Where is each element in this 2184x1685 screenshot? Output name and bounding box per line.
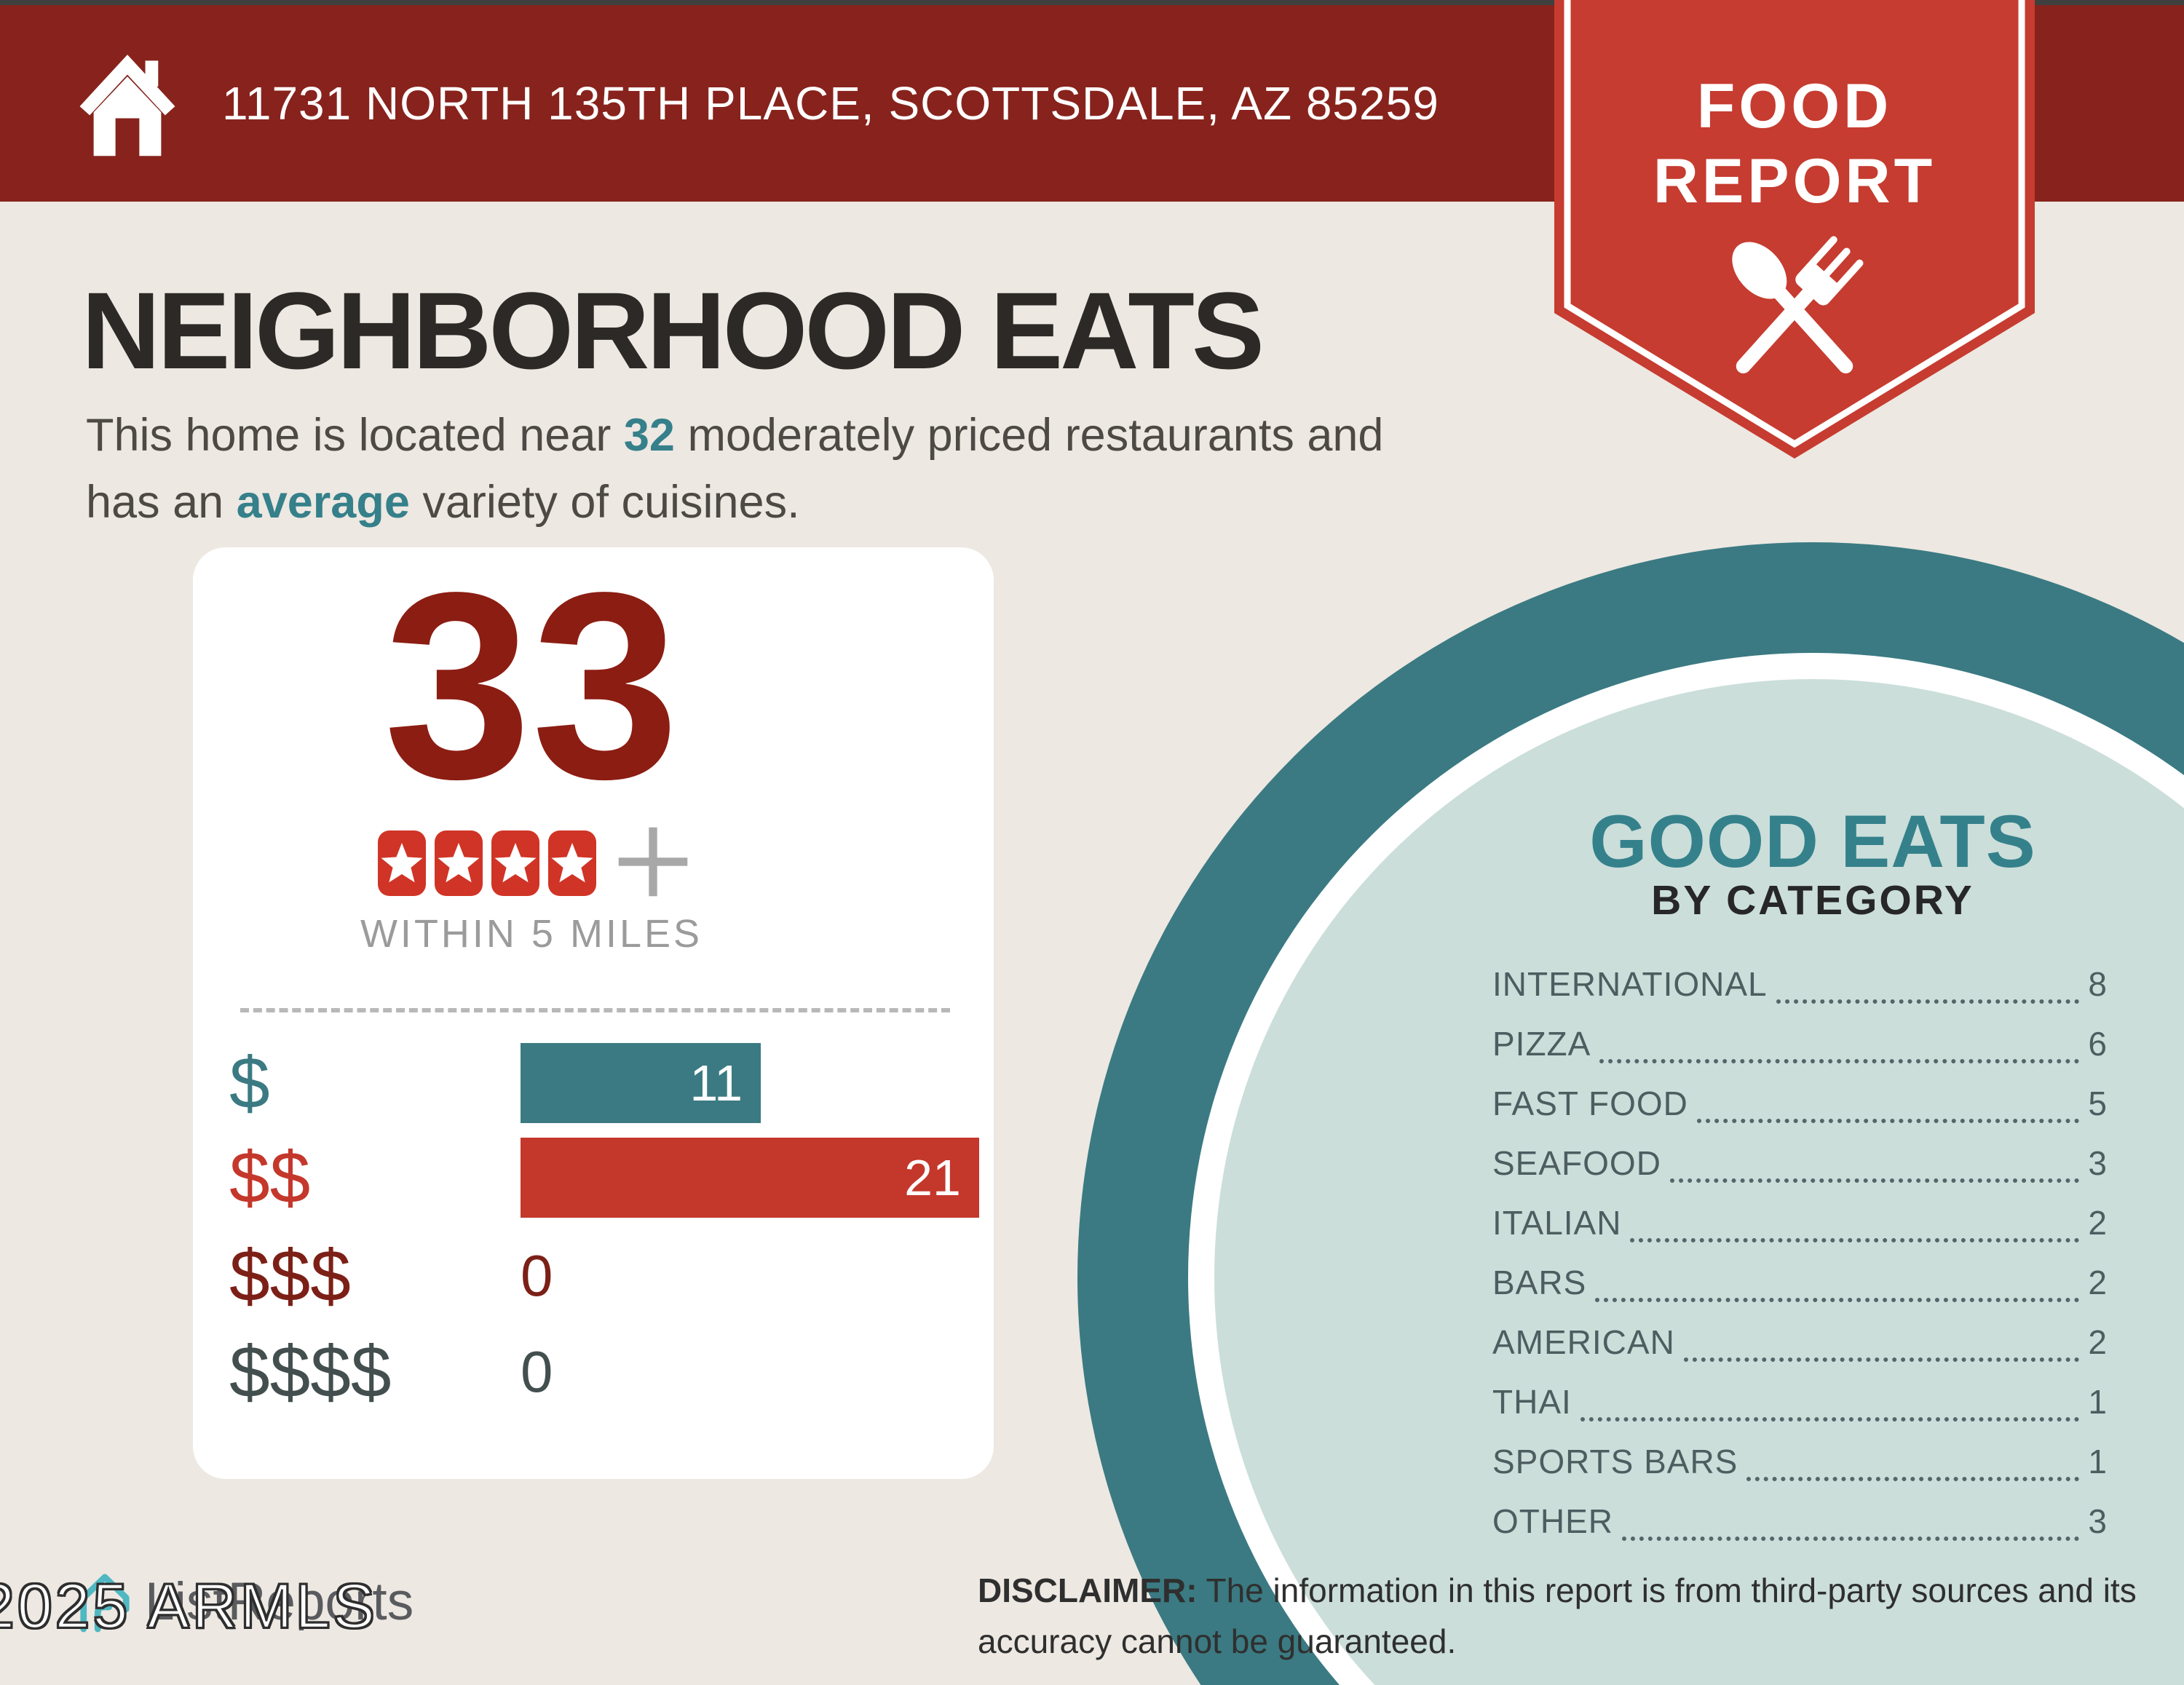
price-row-$$: $$ 21 xyxy=(229,1138,979,1218)
category-label: ITALIAN xyxy=(1492,1204,1622,1242)
variety-highlight: average xyxy=(236,477,410,528)
restaurant-count: 32 xyxy=(623,410,675,461)
category-label: BARS xyxy=(1492,1264,1587,1301)
category-count: 1 xyxy=(2088,1443,2108,1480)
category-row: INTERNATIONAL 8 xyxy=(1492,964,2108,1010)
listreports-logo: ListReports xyxy=(76,1565,414,1638)
category-row: AMERICAN 2 xyxy=(1492,1323,2108,1368)
category-row: BARS 2 xyxy=(1492,1263,2108,1308)
top-edge-strip xyxy=(0,0,2184,5)
category-count: 6 xyxy=(2088,1025,2108,1063)
price-level-label: $$$$ xyxy=(229,1331,392,1413)
good-eats-title: GOOD EATS xyxy=(1589,800,2036,883)
category-label: THAI xyxy=(1492,1383,1572,1421)
intro-paragraph: This home is located near 32 moderately … xyxy=(86,402,1383,536)
dotted-leader xyxy=(1622,1537,2080,1541)
disclaimer-line1: DISCLAIMER: The information in this repo… xyxy=(978,1571,2137,1609)
property-address: 11731 NORTH 135TH PLACE, SCOTTSDALE, AZ … xyxy=(222,77,1439,130)
food-report-ribbon: FOOD REPORT xyxy=(1554,0,2035,459)
category-count: 5 xyxy=(2088,1085,2108,1122)
category-label: PIZZA xyxy=(1492,1025,1591,1063)
category-label: FAST FOOD xyxy=(1492,1085,1688,1122)
summary-card xyxy=(193,547,994,1479)
listreports-wordmark: ListReports xyxy=(145,1571,414,1631)
price-bar: 21 xyxy=(521,1138,979,1218)
ribbon-title-line2: REPORT xyxy=(1653,146,1936,216)
intro-line1: This home is located near 32 moderately … xyxy=(86,410,1384,461)
radius-label: WITHIN 5 MILES xyxy=(360,912,703,956)
category-label: INTERNATIONAL xyxy=(1492,965,1768,1003)
listreports-house-icon xyxy=(80,1574,130,1633)
category-row: PIZZA 6 xyxy=(1492,1024,2108,1069)
price-bar-value: 21 xyxy=(904,1149,961,1206)
price-zero-value: 0 xyxy=(521,1339,553,1404)
price-row-$: $11 xyxy=(229,1043,979,1123)
dotted-leader xyxy=(1630,1238,2080,1242)
good-eats-subtitle: BY CATEGORY xyxy=(1651,877,1974,924)
category-count: 2 xyxy=(2088,1323,2108,1361)
category-row: ITALIAN 2 xyxy=(1492,1203,2108,1248)
plus-icon xyxy=(615,824,691,903)
dotted-leader xyxy=(1683,1357,2080,1362)
category-row: THAI 1 xyxy=(1492,1382,2108,1427)
category-count: 8 xyxy=(2088,965,2108,1003)
yelp-star-icon xyxy=(548,830,596,896)
category-row: SPORTS BARS 1 xyxy=(1492,1442,2108,1487)
home-icon xyxy=(79,55,175,156)
armls-watermark: 2025 ARMLS xyxy=(0,1571,378,1643)
category-count: 3 xyxy=(2088,1502,2108,1540)
yelp-star-icon xyxy=(491,830,539,896)
dotted-leader xyxy=(1696,1119,2080,1123)
category-row: FAST FOOD 5 xyxy=(1492,1084,2108,1129)
dotted-leader xyxy=(1580,1417,2080,1422)
price-bar: 11 xyxy=(521,1043,761,1123)
category-count: 2 xyxy=(2088,1264,2108,1301)
category-label: SPORTS BARS xyxy=(1492,1443,1738,1480)
dotted-leader xyxy=(1599,1059,2080,1063)
category-label: SEAFOOD xyxy=(1492,1144,1661,1182)
category-row: SEAFOOD 3 xyxy=(1492,1143,2108,1189)
price-level-label: $$ xyxy=(229,1137,311,1218)
yelp-star-icon xyxy=(378,830,426,896)
intro-line2: has an average variety of cuisines. xyxy=(86,477,800,528)
category-label: OTHER xyxy=(1492,1502,1613,1540)
category-row: OTHER 3 xyxy=(1492,1502,2108,1547)
category-count: 2 xyxy=(2088,1204,2108,1242)
ribbon-title-line1: FOOD xyxy=(1697,71,1892,141)
star-rating xyxy=(378,823,691,903)
ribbon-shape xyxy=(1554,0,2035,459)
dotted-leader xyxy=(1776,999,2080,1004)
ribbon-inner-border xyxy=(1564,0,2025,448)
price-bar-value: 11 xyxy=(689,1055,743,1111)
price-row-$$$$: $$$$ 0 xyxy=(229,1332,979,1412)
category-count: 3 xyxy=(2088,1144,2108,1182)
page-title: NEIGHBORHOOD EATS xyxy=(82,269,1265,392)
disclaimer-line2: accuracy cannot be guaranteed. xyxy=(978,1622,1457,1660)
disclaimer: DISCLAIMER: The information in this repo… xyxy=(978,1565,2137,1667)
dotted-leader xyxy=(1595,1298,2080,1302)
price-zero-value: 0 xyxy=(521,1243,553,1308)
category-label: AMERICAN xyxy=(1492,1323,1675,1361)
yelp-star-icon xyxy=(435,830,483,896)
dashed-divider xyxy=(240,1008,950,1012)
price-row-$$$: $$$ 0 xyxy=(229,1236,979,1316)
total-restaurant-count: 33 xyxy=(384,538,679,834)
price-level-label: $ xyxy=(229,1042,270,1124)
dotted-leader xyxy=(1669,1178,2080,1183)
category-count: 1 xyxy=(2088,1383,2108,1421)
spoon-fork-crossed-icon xyxy=(1732,236,1864,374)
dotted-leader xyxy=(1746,1477,2080,1481)
price-level-label: $$$ xyxy=(229,1235,351,1317)
